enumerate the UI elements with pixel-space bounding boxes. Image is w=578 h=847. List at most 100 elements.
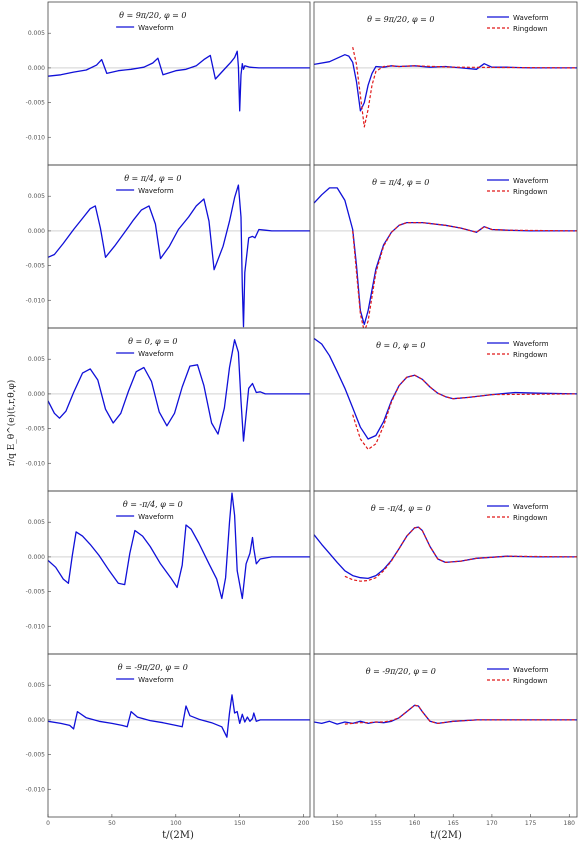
panel-annotation: θ = -π/4, φ = 0 xyxy=(371,504,431,513)
legend-label: Waveform xyxy=(138,513,174,521)
series-line-waveform xyxy=(314,526,577,580)
plot-frame xyxy=(47,164,311,329)
y-tick-label: 0.005 xyxy=(28,193,45,200)
series-line-ringdown xyxy=(352,46,577,128)
y-tick-label: 0.000 xyxy=(28,554,45,561)
y-tick-label: -0.005 xyxy=(26,752,46,759)
legend-label: Waveform xyxy=(513,503,549,511)
series-group xyxy=(48,492,310,600)
legend-label: Waveform xyxy=(513,340,549,348)
series-line-waveform xyxy=(314,187,577,326)
plot-frame xyxy=(47,1,311,166)
panel-annotation: θ = -9π/20, φ = 0 xyxy=(118,663,188,672)
panel-row1-right: θ = 9π/20, φ = 0 Waveform Ringdown xyxy=(313,1,578,166)
panel-annotation: θ = -9π/20, φ = 0 xyxy=(366,667,436,676)
legend-label: Waveform xyxy=(138,24,174,32)
legend-label: Waveform xyxy=(513,14,549,22)
x-tick-label: 100 xyxy=(170,820,182,827)
y-tick-label: -0.010 xyxy=(26,134,46,141)
x-tick-label: 50 xyxy=(108,820,116,827)
panels: 0.005 0.000 -0.005 -0.010 θ = 9π/20, φ = 0 Wa… xyxy=(26,1,578,827)
legend-label: Waveform xyxy=(513,177,549,185)
x-tick-label: 170 xyxy=(486,820,498,827)
series-group xyxy=(314,704,577,725)
series-group xyxy=(48,694,310,738)
y-tick-label: 0.000 xyxy=(28,391,45,398)
series-line-waveform xyxy=(314,704,577,725)
y-tick-label: -0.010 xyxy=(26,786,46,793)
panel-annotation: θ = 9π/20, φ = 0 xyxy=(119,11,186,20)
panel-annotation: θ = -π/4, φ = 0 xyxy=(123,500,183,509)
panel-row2-right: θ = π/4, φ = 0 Waveform Ringdown xyxy=(313,164,578,329)
series-group xyxy=(48,184,310,328)
y-tick-label: -0.010 xyxy=(26,297,46,304)
y-axis-label: r/q E_θ^(e)(t,r,θ,φ) xyxy=(6,380,17,467)
y-tick-label: -0.005 xyxy=(26,589,46,596)
legend-label: Ringdown xyxy=(513,25,548,33)
panel-row5-right: 150 155 160 165 170 175 180 θ = -9π/20, φ = 0 Wa… xyxy=(313,653,578,827)
series-line-ringdown xyxy=(344,704,577,725)
y-tick-label: -0.005 xyxy=(26,263,46,270)
x-tick-label: 150 xyxy=(331,820,343,827)
legend-label: Ringdown xyxy=(513,188,548,196)
legend-label: Ringdown xyxy=(513,514,548,522)
panel-annotation: θ = π/4, φ = 0 xyxy=(372,178,429,187)
series-line-waveform xyxy=(48,339,310,442)
x-axis-label-left: t/(2M) xyxy=(162,830,194,841)
series-line-waveform xyxy=(48,492,310,600)
x-tick-label: 155 xyxy=(370,820,382,827)
y-tick-label: -0.005 xyxy=(26,100,46,107)
series-line-ringdown xyxy=(352,222,577,328)
panel-annotation: θ = 0, φ = 0 xyxy=(376,341,425,350)
y-tick-label: 0.000 xyxy=(28,65,45,72)
legend-label: Waveform xyxy=(138,350,174,358)
series-group xyxy=(314,526,577,582)
legend-label: Waveform xyxy=(138,676,174,684)
panel-annotation: θ = π/4, φ = 0 xyxy=(124,174,181,183)
legend-label: Waveform xyxy=(513,666,549,674)
y-tick-label: 0.005 xyxy=(28,682,45,689)
panel-row5-left: 0.005 0.000 -0.005 -0.010 0 50 100 150 200 θ = -9… xyxy=(26,653,311,827)
panel-row3-left: 0.005 0.000 -0.005 -0.010 θ = 0, φ = 0 Wavefo… xyxy=(26,327,311,492)
x-tick-label: 150 xyxy=(234,820,246,827)
plot-frame xyxy=(47,490,311,655)
x-tick-label: 160 xyxy=(409,820,421,827)
y-tick-label: -0.005 xyxy=(26,426,46,433)
plot-frame xyxy=(47,327,311,492)
y-tick-label: 0.000 xyxy=(28,228,45,235)
x-tick-label: 180 xyxy=(564,820,576,827)
y-tick-label: -0.010 xyxy=(26,623,46,630)
legend-label: Waveform xyxy=(138,187,174,195)
series-line-waveform xyxy=(48,184,310,328)
plot-frame xyxy=(47,653,311,818)
panel-row4-right: θ = -π/4, φ = 0 Waveform Ringdown xyxy=(313,490,578,655)
panel-annotation: θ = 9π/20, φ = 0 xyxy=(367,15,434,24)
series-group xyxy=(48,339,310,442)
panel-annotation: θ = 0, φ = 0 xyxy=(128,337,177,346)
x-tick-label: 175 xyxy=(525,820,537,827)
panel-row2-left: 0.005 0.000 -0.005 -0.010 θ = π/4, φ = 0 Wave… xyxy=(26,164,311,329)
series-group xyxy=(314,337,577,450)
legend-label: Ringdown xyxy=(513,351,548,359)
series-group xyxy=(314,187,577,328)
y-tick-label: 0.005 xyxy=(28,30,45,37)
y-tick-label: 0.005 xyxy=(28,356,45,363)
legend-label: Ringdown xyxy=(513,677,548,685)
series-line-ringdown xyxy=(344,526,577,582)
y-tick-label: 0.000 xyxy=(28,717,45,724)
panel-row1-left: 0.005 0.000 -0.005 -0.010 θ = 9π/20, φ = 0 Wa… xyxy=(26,1,311,166)
series-line-ringdown xyxy=(352,374,577,450)
y-tick-label: 0.005 xyxy=(28,519,45,526)
x-tick-label: 165 xyxy=(448,820,460,827)
y-tick-label: -0.010 xyxy=(26,460,46,467)
series-group xyxy=(314,46,577,128)
series-line-waveform xyxy=(48,694,310,738)
panel-row3-right: θ = 0, φ = 0 Waveform Ringdown xyxy=(313,327,578,492)
x-tick-label: 200 xyxy=(298,820,310,827)
plot-frame xyxy=(313,653,578,818)
x-axis-label-right: t/(2M) xyxy=(430,830,462,841)
series-line-waveform xyxy=(314,54,577,112)
panel-row4-left: 0.005 0.000 -0.005 -0.010 θ = -π/4, φ = 0 Wav… xyxy=(26,490,311,655)
series-line-waveform xyxy=(48,50,310,112)
